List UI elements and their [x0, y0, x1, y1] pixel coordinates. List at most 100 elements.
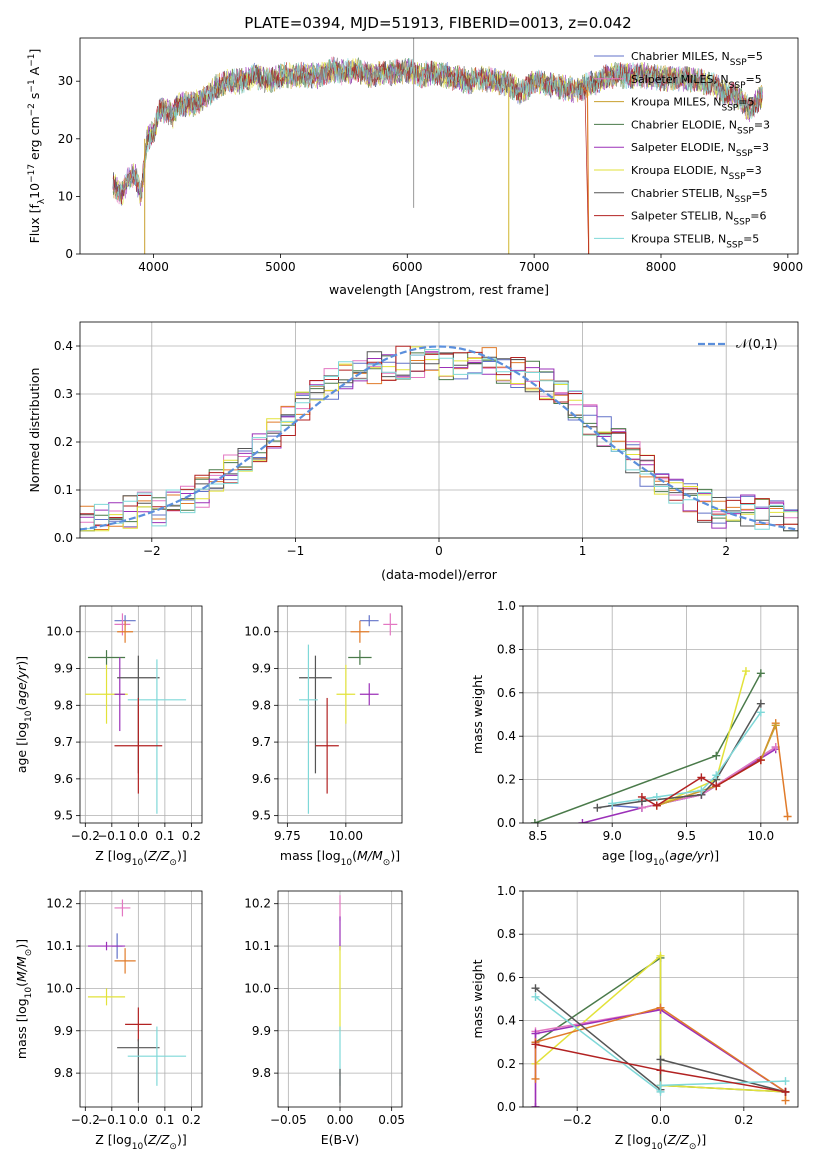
legend-entry: 𝒩(0,1)	[736, 336, 778, 351]
errorbar-point	[114, 948, 136, 974]
x-tick-label: −0.2	[71, 829, 100, 843]
x-tick-label: 10.00	[329, 829, 363, 843]
label-part: =5	[743, 232, 759, 245]
figure-title: PLATE=0394, MJD=51913, FIBERID=0013, z=0…	[244, 14, 631, 32]
axes-spectrum: 4000 5000 6000 7000 8000 9000 0 10 20 30 wavelengt…	[27, 37, 803, 297]
spectrum-line-salpeter-stelib	[112, 56, 763, 205]
x-tick-label: −0.1	[97, 829, 126, 843]
axes-weight_vs_Z: −0.2 0.0 0.2 0.0 0.2 0.4 0.6 0.8 1.0 Z [log10(Z/Z…	[470, 884, 799, 1152]
y-axis-label: Flux [fλ10−17 erg cm−2 s−1 A−1]	[27, 49, 47, 244]
label-part: 10	[651, 1142, 663, 1152]
y-tick-label: 0.4	[54, 339, 73, 353]
weight-marker	[712, 751, 721, 760]
weight-marker	[637, 792, 646, 801]
y-tick-label: 0.8	[497, 642, 516, 656]
label-part: =5	[738, 96, 754, 109]
y-tick-label: 9.8	[54, 1066, 73, 1080]
x-tick-label: 0.2	[182, 829, 201, 843]
y-tick-label: 0.3	[54, 387, 73, 401]
label-part: Z [log	[95, 1132, 131, 1147]
errorbar-point	[359, 683, 379, 706]
x-tick-label: 0.1	[155, 1113, 174, 1127]
label-part: wavelength [Angstrom, rest frame]	[329, 282, 549, 297]
weight-marker	[656, 951, 665, 960]
y-tick-label: 10.1	[244, 939, 271, 953]
label-part: 10	[341, 858, 353, 868]
axes-mass_vs_Z: −0.2−0.1 0.0 0.1 0.2 9.8 9.9 10.0 10.1 10.2 Z [lo…	[14, 890, 203, 1152]
weight-marker	[712, 782, 721, 791]
weight-marker	[608, 799, 617, 808]
label-part: erg cm	[27, 116, 42, 164]
plot-area	[531, 951, 790, 1107]
label-part: age/yr	[14, 665, 29, 706]
x-tick-label: 1	[579, 544, 587, 558]
weight-line-kroupa-elodie	[535, 954, 786, 1093]
errorbar-point	[87, 650, 126, 665]
label-part: −1	[27, 79, 37, 92]
weight-marker	[756, 699, 765, 708]
label-part: Chabrier ELODIE, N	[631, 118, 737, 131]
x-axis-label: mass [log10(M/M⊙)]	[280, 848, 400, 868]
label-part: Kroupa STELIB, N	[631, 232, 726, 245]
errorbar-point	[359, 615, 379, 627]
label-part: 10	[24, 710, 34, 722]
x-tick-label: 0.05	[378, 1113, 405, 1127]
legend-entry: Salpeter ELODIE, NSSP=3	[631, 141, 769, 159]
label-part: Flux [f	[27, 204, 42, 244]
label-part: ]	[27, 49, 42, 54]
legend-entry: Chabrier STELIB, NSSP=5	[631, 187, 768, 205]
weight-line-kroupa-elodie	[656, 670, 747, 807]
plot-area	[80, 345, 798, 532]
plot-area	[112, 38, 763, 254]
label-part: 10	[27, 183, 42, 199]
label-part: ⊙	[169, 1142, 177, 1152]
weight-marker	[656, 1003, 665, 1012]
y-tick-label: 9.9	[54, 662, 73, 676]
spectrum-edge	[584, 86, 590, 254]
weight-marker	[531, 1074, 540, 1083]
label-part: Z/Z	[667, 1132, 690, 1147]
label-part: mass [log	[14, 998, 29, 1059]
x-tick-label: 0.0	[129, 829, 148, 843]
label-part: )]	[709, 848, 719, 863]
weight-marker	[531, 1029, 540, 1038]
weight-marker	[756, 708, 765, 717]
label-part: SSP	[736, 149, 753, 159]
y-tick-label: 10.0	[244, 625, 271, 639]
y-tick-label: 0.2	[497, 773, 516, 787]
label-part: age/yr	[669, 848, 710, 863]
errorbar-point	[127, 659, 187, 814]
x-tick-label: 2	[722, 544, 730, 558]
label-part: =3	[753, 141, 769, 154]
hist-kroupa-elodie	[80, 346, 798, 532]
y-tick-label: 9.8	[252, 1066, 271, 1080]
axes-frame	[522, 890, 799, 1108]
x-tick-label: −0.05	[270, 1113, 307, 1127]
y-tick-label: 9.8	[252, 698, 271, 712]
grid	[80, 606, 202, 823]
legend-entry: Chabrier MILES, NSSP=5	[631, 50, 763, 68]
weight-line-chabrier-miles	[612, 746, 777, 809]
x-tick-label: 10.0	[747, 829, 774, 843]
weight-marker	[593, 803, 602, 812]
y-tick-label: 10.2	[244, 897, 271, 911]
y-tick-label: 1.0	[497, 599, 516, 613]
x-tick-label: 9.75	[274, 829, 301, 843]
y-tick-label: 0.1	[54, 483, 73, 497]
y-tick-label: 10.2	[46, 897, 73, 911]
errorbar-point	[383, 613, 398, 636]
y-tick-label: 0.8	[497, 927, 516, 941]
x-axis-label: Z [log10(Z/Z⊙)]	[95, 1132, 186, 1152]
x-tick-label: −2	[143, 544, 161, 558]
weight-marker	[781, 1096, 790, 1105]
x-tick-label: 5000	[265, 260, 296, 274]
label-part: SSP	[726, 240, 743, 250]
label-part: SSP	[735, 195, 752, 205]
y-tick-label: 0.6	[497, 686, 516, 700]
normal-curve	[80, 345, 798, 531]
x-tick-label: 6000	[392, 260, 423, 274]
y-tick-label: 9.5	[252, 809, 271, 823]
errorbar-point	[125, 1007, 152, 1042]
label-part: =5	[747, 50, 763, 63]
plot-area	[299, 613, 398, 814]
